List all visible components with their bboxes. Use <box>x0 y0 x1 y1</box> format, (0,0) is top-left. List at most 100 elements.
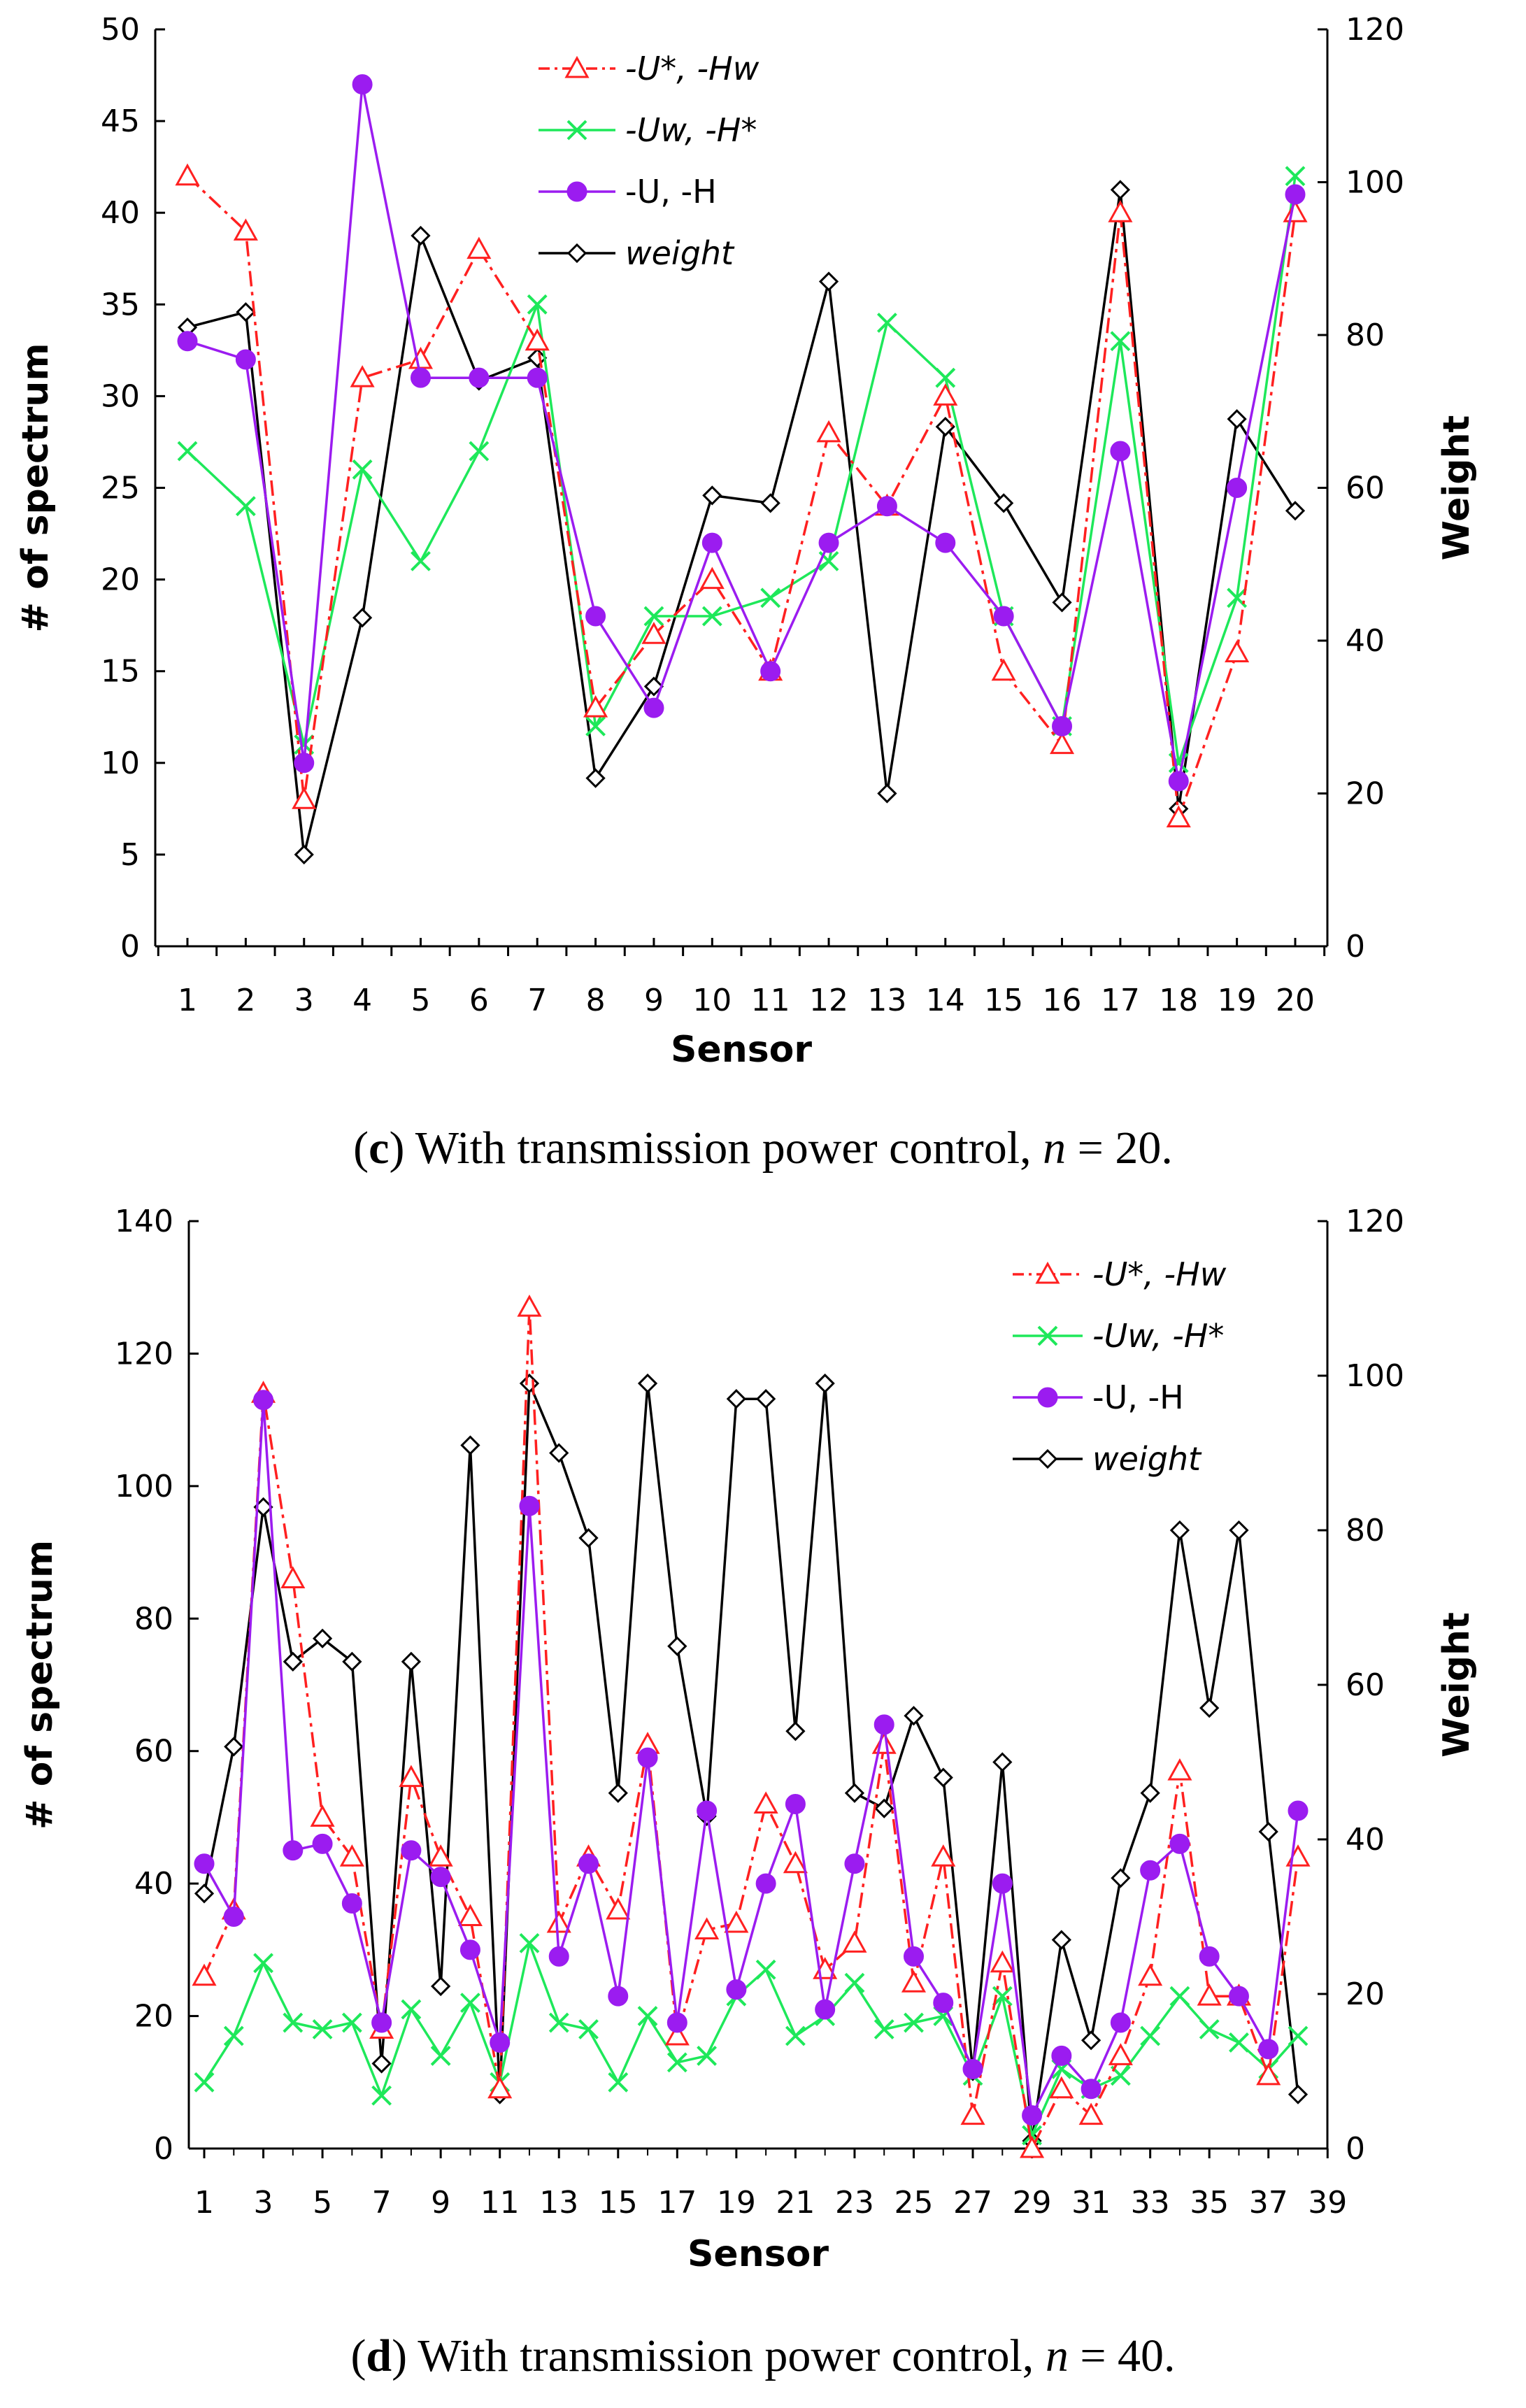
data-point-uw_h_star-stroke-b <box>312 2019 333 2039</box>
data-point-uw_h_star <box>904 2012 924 2033</box>
y2-tick-label: 120 <box>1346 1204 1404 1239</box>
data-point-uw_h_star <box>312 2019 333 2039</box>
data-point-uw_h_star <box>873 2019 894 2039</box>
x-tick-label: 3 <box>294 983 314 1018</box>
data-point-uw_h_star <box>578 2019 599 2039</box>
data-point-uw_h_star-stroke-b <box>283 2012 304 2033</box>
data-point-weight <box>342 1651 362 1672</box>
x-tick-label: 37 <box>1249 2185 1288 2221</box>
series-line-u_h <box>203 1398 1299 2117</box>
data-point-u_star_hw <box>1108 200 1133 222</box>
y-axis-title: # of spectrum <box>15 343 57 632</box>
data-point-weight <box>643 676 664 697</box>
x-axis-title: Sensor <box>671 1029 812 1071</box>
data-point-weight <box>236 302 256 322</box>
data-point-u_h <box>643 697 664 718</box>
y2-tick-label: 80 <box>1346 1513 1385 1548</box>
data-point-weight <box>702 485 722 506</box>
data-point-u_h <box>253 1390 274 1411</box>
x-tick-label: 13 <box>867 983 906 1018</box>
data-point-u_h <box>1199 1946 1220 1967</box>
data-point-weight <box>411 225 431 246</box>
figure-caption: (d) With transmission power control, n =… <box>350 2330 1175 2381</box>
caption-part: = 20. <box>1066 1123 1173 1174</box>
data-point-u_h <box>1285 184 1306 205</box>
data-point-u_star_hw <box>901 1970 927 1993</box>
data-point-u_h <box>519 1495 540 1516</box>
x-tick-label: 15 <box>599 2185 638 2221</box>
data-point-u_h <box>223 1907 244 1927</box>
data-point-weight <box>401 1651 422 1672</box>
data-point-weight <box>874 1798 894 1818</box>
x-tick-label: 5 <box>411 983 430 1018</box>
data-point-uw_h_star <box>253 1953 273 1974</box>
data-point-u_star_hw <box>783 1851 808 1874</box>
data-point-u_h <box>876 496 897 517</box>
data-point-u_star_hw <box>1108 2043 1133 2065</box>
data-point-u_h <box>235 349 256 370</box>
data-point-uw_h_star-stroke-b <box>873 2019 894 2039</box>
data-point-weight <box>785 1721 806 1741</box>
data-point-weight <box>1288 2084 1308 2104</box>
caption-part: ) With transmission power control, <box>389 1123 1043 1174</box>
data-point-uw_h_star-stroke-b <box>1140 2025 1161 2046</box>
figure-caption: (c) With transmission power control, n =… <box>353 1123 1173 1174</box>
data-point-uw_h_star <box>430 2045 451 2066</box>
data-point-u_star_hw <box>641 622 666 644</box>
data-point-uw_h_star <box>992 1986 1013 2007</box>
x-tick-label: 27 <box>953 2185 992 2221</box>
data-point-u_star_hw <box>842 1930 867 1953</box>
data-point-weight <box>637 1373 658 1394</box>
y2-tick-label: 20 <box>1346 1976 1385 2012</box>
data-point-u_h <box>459 1939 480 1960</box>
data-point-uw_h_star-stroke-b <box>992 1986 1013 2007</box>
data-point-weight <box>1081 2030 1101 2051</box>
data-point-weight <box>527 348 548 368</box>
y2-tick-label: 60 <box>1346 1667 1385 1703</box>
data-point-weight <box>224 1737 244 1757</box>
data-point-uw_h_star <box>608 2072 629 2093</box>
data-point-uw_h_star <box>701 606 722 627</box>
data-point-u_star_hw <box>694 1917 720 1939</box>
data-point-uw_h_star-stroke-b <box>235 496 256 517</box>
series-line-u_star_hw <box>203 1306 1299 2150</box>
data-point-uw_h_star-stroke-b <box>1229 2032 1249 2053</box>
y2-tick-label: 120 <box>1346 12 1404 48</box>
data-point-u_h <box>701 532 722 553</box>
data-point-uw_h_star <box>1110 331 1131 352</box>
caption-part: ) With transmission power control, <box>392 2330 1046 2381</box>
data-point-uw_h_star-stroke-b <box>1227 587 1248 608</box>
data-point-u_h <box>873 1714 894 1735</box>
data-point-weight <box>431 1976 451 1997</box>
data-point-u_h <box>283 1840 304 1861</box>
y2-tick-label: 100 <box>1346 1358 1404 1394</box>
data-point-uw_h_star-stroke-b <box>697 2045 718 2066</box>
data-point-uw_h_star-stroke-b <box>401 1999 422 2020</box>
data-point-weight <box>815 1373 835 1394</box>
legend-marker-uw_h_star <box>566 120 587 141</box>
data-point-weight <box>904 1706 924 1726</box>
data-point-weight <box>667 1636 687 1656</box>
data-point-u_h <box>352 74 373 95</box>
data-point-uw_h_star-stroke-b <box>643 606 664 627</box>
y2-tick-label: 80 <box>1346 318 1385 353</box>
data-point-uw_h_star-stroke-b <box>352 459 373 480</box>
data-point-u_h <box>608 1986 629 2007</box>
legend-label-u_h: -U, -H <box>1092 1378 1184 1416</box>
legend-marker-uw_h_star-stroke-b <box>1037 1325 1058 1346</box>
y-tick-label: 40 <box>134 1866 173 1902</box>
x-tick-label: 35 <box>1190 2185 1229 2221</box>
data-point-u_h <box>194 1853 215 1874</box>
y-tick-label: 45 <box>101 104 140 139</box>
data-point-u_h <box>490 2032 511 2053</box>
x-tick-label: 39 <box>1308 2185 1347 2221</box>
data-point-u_star_hw <box>408 346 434 369</box>
data-point-u_h <box>177 331 198 352</box>
y2-tick-label: 0 <box>1346 2131 1365 2167</box>
data-point-uw_h_star <box>1199 2019 1220 2039</box>
x-tick-label: 17 <box>657 2185 697 2221</box>
data-point-uw_h_star <box>1169 1986 1190 2007</box>
legend-marker-u_h <box>1037 1387 1058 1408</box>
data-point-u_star_hw <box>664 2023 690 2046</box>
